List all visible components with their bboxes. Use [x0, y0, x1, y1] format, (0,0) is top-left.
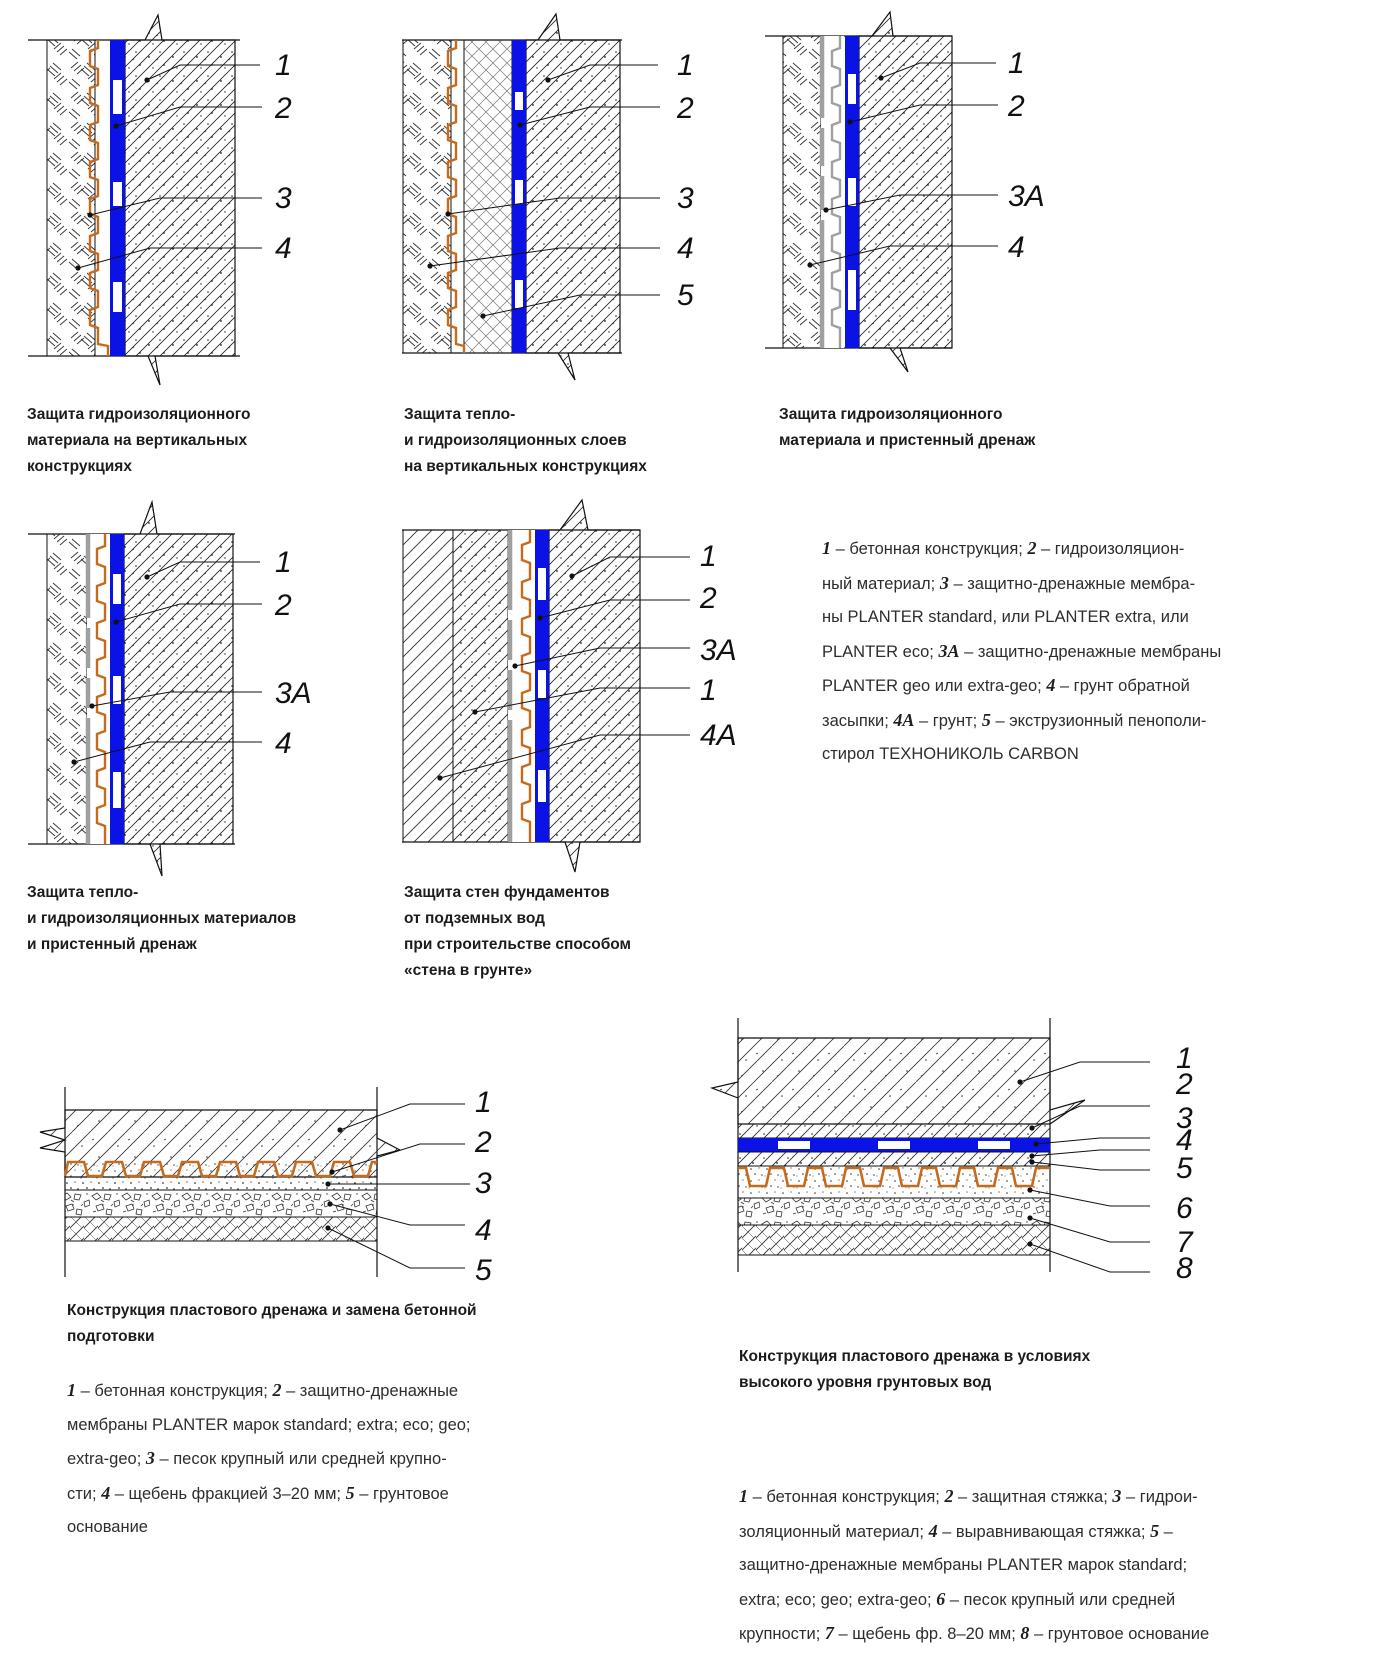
diagram-wall-insulation-drainage: 1 2 3A 4: [28, 499, 312, 877]
slurry-wall-concrete: [452, 529, 509, 843]
diagram-slurry-wall: 1 2 3A 1 4A: [402, 498, 737, 873]
label-1: 1: [677, 49, 694, 82]
soil-backfill-layer: [46, 39, 96, 357]
label-3a: 3A: [275, 677, 312, 710]
diagram-wall-insulation: 1 2 3 4 5: [402, 12, 694, 381]
label-2: 2: [274, 589, 292, 622]
label-4: 4: [1176, 1124, 1193, 1157]
label-1: 1: [700, 540, 717, 573]
diagram-wall-waterproofing: 1 2 3 4: [28, 13, 292, 386]
diagram-drainage-high-groundwater: 1 2 3 4 5 6 7 8: [709, 1018, 1194, 1285]
protective-screed: [737, 1123, 1051, 1139]
label-3a: 3A: [1008, 180, 1045, 213]
caption-fig7: Конструкция пластового дренажа в условия…: [739, 1348, 1091, 1391]
soil-layer: [402, 529, 454, 843]
label-3: 3: [1176, 1102, 1193, 1135]
label-4: 4: [275, 232, 292, 265]
label-2: 2: [699, 582, 717, 615]
ground-base-layer: [64, 1216, 378, 1242]
label-2: 2: [274, 92, 292, 125]
label-4: 4: [677, 232, 694, 265]
legend-vertical-figures: 1 – бетонная конструкция; 2 – гидроизоля…: [822, 538, 1222, 763]
label-4: 4: [275, 727, 292, 760]
legend-fig7: 1 – бетонная конструкция; 2 – защитная с…: [739, 1486, 1210, 1643]
label-1: 1: [1008, 47, 1025, 80]
concrete-structure: [858, 10, 953, 373]
label-3a: 3A: [700, 634, 737, 667]
caption-fig2: Защита тепло-и гидроизоляционных слоев на…: [404, 406, 647, 475]
label-4: 4: [1008, 231, 1025, 264]
soil-backfill-layer: [402, 39, 452, 354]
diagram-wall-drainage: 1 2 3A 4: [765, 10, 1045, 373]
ground-base-layer: [737, 1224, 1051, 1256]
diagram-drainage-slab: 1 2 3 4 5: [39, 1086, 492, 1287]
drainage-membrane: [738, 1166, 1050, 1188]
label-3: 3: [677, 182, 694, 215]
caption-fig4: Защита тепло-и гидроизоляционных материа…: [27, 884, 297, 953]
legend-fig6: 1 – бетонная конструкция; 2 – защитно-др…: [67, 1380, 471, 1536]
leveling-screed: [737, 1151, 1051, 1167]
label-2: 2: [676, 92, 694, 125]
label-5: 5: [475, 1254, 492, 1287]
soil-backfill-layer: [782, 35, 822, 349]
concrete-structure: [548, 498, 641, 873]
label-2: 2: [474, 1126, 492, 1159]
label-2: 2: [1007, 90, 1025, 123]
label-2: 2: [1175, 1068, 1193, 1101]
soil-backfill-layer: [46, 533, 88, 845]
drainage-membrane: [520, 530, 532, 842]
drainage-membrane: [830, 36, 842, 348]
label-7: 7: [1176, 1226, 1194, 1259]
insulation-layer: [463, 39, 513, 354]
drainage-membrane: [88, 40, 110, 356]
caption-fig3: Защита гидроизоляционного материала и при…: [779, 406, 1036, 449]
caption-fig6: Конструкция пластового дренажа и замена …: [67, 1302, 477, 1345]
label-1b: 1: [700, 674, 717, 707]
gravel-layer: [64, 1189, 378, 1218]
label-3: 3: [275, 182, 292, 215]
concrete-structure: [124, 13, 236, 386]
label-1: 1: [275, 49, 292, 82]
label-3: 3: [475, 1167, 492, 1200]
label-1: 1: [275, 546, 292, 579]
drainage-membrane: [446, 40, 466, 353]
label-4a: 4A: [700, 719, 737, 752]
caption-fig1: Защита гидроизоляционного материала на ве…: [27, 406, 251, 475]
label-4: 4: [475, 1214, 492, 1247]
label-8: 8: [1176, 1252, 1193, 1285]
gravel-layer: [737, 1197, 1051, 1226]
label-6: 6: [1176, 1192, 1193, 1225]
caption-fig5: Защита стен фундаментов от подземных вод п…: [404, 884, 632, 979]
label-5: 5: [1176, 1152, 1193, 1185]
label-5: 5: [677, 279, 694, 312]
concrete-structure: [525, 12, 621, 381]
label-1: 1: [1176, 1042, 1193, 1075]
concrete-structure: [123, 499, 234, 877]
concrete-slab: [709, 1037, 1086, 1125]
label-1: 1: [475, 1086, 492, 1119]
drainage-membrane: [95, 534, 107, 844]
